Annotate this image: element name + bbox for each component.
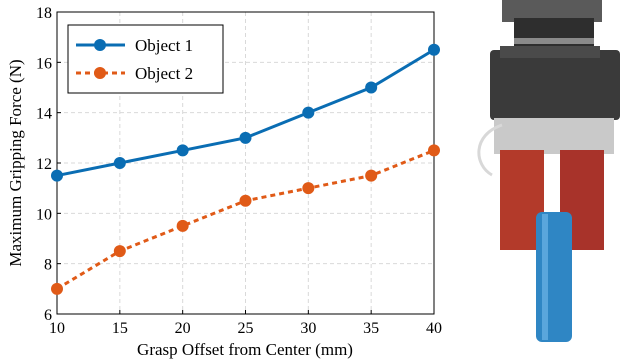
y-axis-label: Maximum Gripping Force (N) bbox=[6, 59, 25, 266]
legend-label-object-1: Object 1 bbox=[135, 36, 193, 55]
y-tick-label: 18 bbox=[36, 5, 52, 22]
series-2-point bbox=[51, 282, 63, 295]
y-tick-label: 16 bbox=[36, 55, 52, 72]
series-2-point bbox=[302, 182, 315, 195]
series-1-point bbox=[302, 106, 315, 119]
x-tick-label: 20 bbox=[175, 320, 191, 337]
line-chart: 10 15 20 25 30 35 40 6 8 10 12 14 16 18 Grasp Offset … bbox=[6, 5, 442, 359]
x-tick-label: 15 bbox=[112, 320, 128, 337]
legend-label-object-2: Object 2 bbox=[135, 64, 193, 83]
y-tick-label: 6 bbox=[44, 307, 52, 324]
gripper-metal-plate bbox=[494, 118, 614, 154]
y-tick-label: 10 bbox=[36, 206, 52, 223]
x-axis-label: Grasp Offset from Center (mm) bbox=[137, 340, 353, 359]
series-2-point bbox=[239, 194, 252, 207]
gripper-housing-top bbox=[500, 46, 600, 58]
x-tick-label: 30 bbox=[300, 320, 316, 337]
chart-series bbox=[51, 43, 440, 295]
gripper-housing bbox=[490, 50, 620, 120]
flange-bolts bbox=[514, 38, 594, 44]
x-tick-label: 40 bbox=[426, 320, 442, 337]
legend-marker-object-2 bbox=[94, 67, 106, 79]
series-2-point bbox=[365, 169, 378, 182]
series-1-point bbox=[113, 157, 126, 169]
y-tick-label: 14 bbox=[36, 106, 52, 123]
series-1-point bbox=[51, 169, 63, 182]
chart-legend: Object 1 Object 2 bbox=[67, 24, 224, 94]
grasped-object-highlight bbox=[542, 214, 548, 340]
legend-box bbox=[67, 24, 224, 94]
y-tick-label: 8 bbox=[44, 257, 52, 274]
series-1-point bbox=[428, 43, 440, 56]
series-line-2 bbox=[56, 149, 435, 291]
legend-marker-object-1 bbox=[94, 39, 106, 51]
series-1-point bbox=[239, 131, 252, 144]
gripper-cable bbox=[477, 123, 503, 177]
grasped-object bbox=[536, 212, 572, 342]
robot-arm-top bbox=[502, 0, 602, 22]
series-2-point bbox=[113, 245, 126, 258]
y-tick-label: 12 bbox=[36, 156, 52, 173]
x-tick-label: 10 bbox=[49, 320, 65, 337]
series-2-point bbox=[176, 219, 189, 232]
robot-gripper-photo bbox=[462, 0, 639, 360]
series-1-point bbox=[365, 81, 378, 94]
x-tick-label: 35 bbox=[363, 320, 379, 337]
series-1-point bbox=[176, 144, 189, 157]
series-2-point bbox=[428, 144, 440, 157]
axis-ticks: 10 15 20 25 30 35 40 6 8 10 12 14 16 18 bbox=[36, 5, 442, 337]
x-tick-label: 25 bbox=[238, 320, 254, 337]
